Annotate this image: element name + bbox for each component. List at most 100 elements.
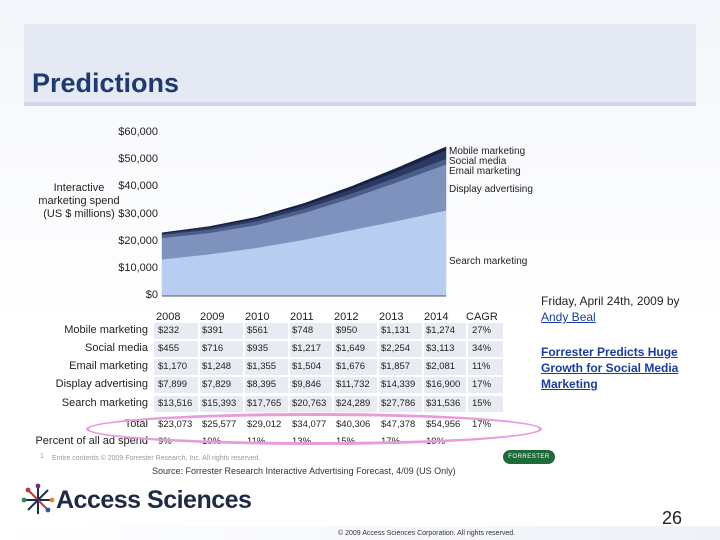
copyright-notice: © 2009 Access Sciences Corporation. All … <box>338 530 516 537</box>
table-row-label: Display advertising <box>55 378 148 390</box>
table-cell-separator <box>377 396 379 412</box>
table-cagr-cell: 17% <box>472 379 492 390</box>
table-cagr-cell: 15% <box>472 398 492 409</box>
table-cell: $8,395 <box>247 379 277 390</box>
series-label: Email marketing <box>449 166 521 177</box>
table-cell: $15,393 <box>202 398 237 409</box>
table-cagr-cell: 11% <box>472 361 491 372</box>
table-cell: $1,676 <box>336 361 366 372</box>
table-cell-separator <box>198 359 200 375</box>
total-row-highlight-ellipse <box>86 413 542 445</box>
author-link[interactable]: Andy Beal <box>541 310 596 324</box>
article-byline: Friday, April 24th, 2009 by Andy Beal <box>541 293 691 325</box>
table-cell: $2,081 <box>426 361 456 372</box>
table-cell-separator <box>243 323 245 339</box>
table-row-label: Social media <box>85 342 148 354</box>
x-tick-label: 2010 <box>245 311 270 323</box>
series-label: Mobile marketing <box>449 146 526 157</box>
access-sciences-logo-text: Access Sciences <box>56 486 252 514</box>
access-sciences-logo-icon <box>21 483 55 514</box>
cagr-header: CAGR <box>466 311 498 323</box>
table-cell: $1,274 <box>426 325 456 336</box>
table-cell-separator <box>466 323 468 339</box>
table-cell: $11,732 <box>336 379 370 390</box>
series-label: Search marketing <box>449 256 528 267</box>
table-cell: $935 <box>247 343 269 354</box>
table-cell-separator <box>466 359 468 375</box>
table-cell-separator <box>243 396 245 412</box>
table-cell: $9,846 <box>292 379 322 390</box>
table-cell-separator <box>288 377 290 393</box>
table-row-background <box>154 396 503 412</box>
table-row-label: Email marketing <box>69 360 148 372</box>
table-cell: $950 <box>336 325 358 336</box>
table-cell-separator <box>288 359 290 375</box>
table-row-label: Percent of all ad spend <box>35 435 148 447</box>
table-cell-separator <box>466 396 468 412</box>
table-cell-separator <box>198 377 200 393</box>
table-cagr-cell: 27% <box>472 325 492 336</box>
table-cell-separator <box>422 377 424 393</box>
table-cell: $31,536 <box>426 398 461 409</box>
chart-source: Source: Forrester Research Interactive A… <box>152 466 456 476</box>
table-cell-separator <box>332 341 334 357</box>
table-cell-separator <box>422 396 424 412</box>
y-tick-label: $0 <box>145 289 158 301</box>
table-cell-separator <box>198 396 200 412</box>
article-link[interactable]: Forrester Predicts Huge Growth for Socia… <box>541 345 679 391</box>
table-cell: $16,900 <box>426 379 461 390</box>
area-series-mobile-marketing <box>161 146 447 234</box>
table-cell-separator <box>377 341 379 357</box>
table-cell-separator <box>422 359 424 375</box>
table-row-label: Mobile marketing <box>64 324 148 336</box>
table-row-background <box>154 377 503 393</box>
table-cagr-cell: 34% <box>472 343 492 354</box>
table-cell-separator <box>243 341 245 357</box>
x-tick-label: 2014 <box>424 311 449 323</box>
forrester-logo: FORRESTER <box>503 450 555 464</box>
y-tick-label: $20,000 <box>118 234 158 247</box>
table-cell-separator <box>422 323 424 339</box>
footnote-number: 1 <box>40 453 44 460</box>
table-row-background <box>154 323 503 339</box>
table-cell: $27,786 <box>381 398 416 409</box>
table-cell-separator <box>243 377 245 393</box>
table-cell: $1,504 <box>292 361 322 372</box>
x-tick-label: 2013 <box>379 311 404 323</box>
table-cell-separator <box>288 341 290 357</box>
table-cell: $7,829 <box>202 379 232 390</box>
title-band <box>24 24 696 106</box>
table-cell: $24,289 <box>336 398 371 409</box>
table-cell: $1,248 <box>202 361 232 372</box>
series-label: Display advertising <box>449 184 533 195</box>
table-cell: $1,217 <box>292 343 322 354</box>
y-tick-label: $10,000 <box>118 261 158 274</box>
table-cell-separator <box>332 396 334 412</box>
table-cell: $232 <box>158 325 180 336</box>
series-label: Social media <box>449 156 507 167</box>
x-tick-label: 2008 <box>156 311 181 323</box>
y-axis-label: Interactive marketing spend (US $ millio… <box>38 182 120 220</box>
table-cell: $561 <box>247 325 269 336</box>
table-cell-separator <box>288 323 290 339</box>
x-tick-label: 2012 <box>334 311 359 323</box>
table-cell-separator <box>198 323 200 339</box>
table-cell: $1,649 <box>336 343 366 354</box>
table-cell: $1,857 <box>381 361 411 372</box>
table-cell-separator <box>377 377 379 393</box>
title-band-rule <box>24 102 696 106</box>
y-tick-label: $40,000 <box>118 180 158 193</box>
table-cell: $1,355 <box>247 361 277 372</box>
table-cell: 9% <box>158 436 172 447</box>
table-cell-separator <box>288 396 290 412</box>
article-date: Friday, April 24th, 2009 by <box>541 294 680 308</box>
x-tick-label: 2009 <box>200 311 225 323</box>
table-cell: $14,339 <box>381 379 416 390</box>
table-row-label: Search marketing <box>61 397 148 409</box>
table-cell-separator <box>422 341 424 357</box>
table-cell: $13,516 <box>158 398 193 409</box>
table-cell: $2,254 <box>381 343 411 354</box>
slide-title: Predictions <box>32 68 180 98</box>
table-row-background <box>154 341 503 357</box>
